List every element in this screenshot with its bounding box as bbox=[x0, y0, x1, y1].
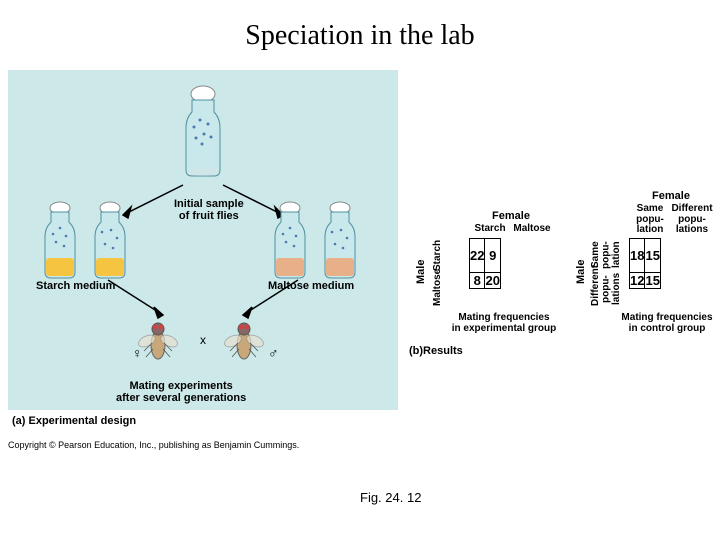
page-title: Speciation in the lab bbox=[0, 20, 720, 52]
t1-male-label: Male bbox=[415, 238, 427, 306]
t2-cell-00: 18 bbox=[630, 239, 645, 273]
t2-row-2: Differentpopu-lations bbox=[591, 272, 623, 306]
panel-experimental-design: Initial sampleof fruit flies Starch medi… bbox=[8, 70, 398, 430]
female-symbol: ♀ bbox=[132, 345, 143, 361]
t1-row-2: Maltose bbox=[433, 272, 444, 306]
cross-symbol: x bbox=[200, 333, 206, 347]
t2-cell-01: 15 bbox=[645, 239, 660, 273]
label-maltose-medium: Maltose medium bbox=[268, 280, 354, 292]
t1-caption: Mating frequenciesin experimental group bbox=[449, 312, 559, 334]
t2-grid: 1815 1215 bbox=[629, 238, 661, 289]
t2-cell-11: 15 bbox=[645, 273, 660, 289]
bottle-maltose-2 bbox=[318, 198, 362, 287]
label-mating-experiments: Mating experimentsafter several generati… bbox=[116, 380, 246, 404]
bottle-maltose-1 bbox=[268, 198, 312, 287]
bottle-initial bbox=[178, 82, 228, 187]
t1-cell-01: 9 bbox=[485, 239, 500, 273]
t2-female-label: Female bbox=[629, 190, 713, 202]
t1-cell-11: 20 bbox=[485, 273, 500, 289]
bottle-starch-2 bbox=[88, 198, 132, 287]
panel-results: Female Starch Maltose Male Starch Maltos… bbox=[405, 210, 715, 430]
caption-panel-b: (b)Results bbox=[409, 345, 463, 357]
t2-caption: Mating frequenciesin control group bbox=[615, 312, 719, 334]
label-starch-medium: Starch medium bbox=[36, 280, 115, 292]
t1-female-label: Female bbox=[469, 210, 553, 222]
t2-col-1: Samepopu-lation bbox=[629, 204, 671, 236]
t1-cell-10: 8 bbox=[470, 273, 485, 289]
copyright-text: Copyright © Pearson Education, Inc., pub… bbox=[8, 440, 299, 450]
figure-number: Fig. 24. 12 bbox=[360, 490, 421, 505]
t2-male-label: Male bbox=[575, 238, 587, 306]
caption-panel-a: (a) Experimental design bbox=[12, 415, 136, 427]
male-symbol: ♂ bbox=[268, 345, 279, 361]
t1-cell-00: 22 bbox=[470, 239, 485, 273]
bottle-starch-1 bbox=[38, 198, 82, 287]
mating-flies: ♀ x ♂ bbox=[118, 300, 288, 380]
t1-col-1: Starch bbox=[469, 224, 511, 235]
t1-row-1: Starch bbox=[433, 238, 444, 272]
t2-cell-10: 12 bbox=[630, 273, 645, 289]
t1-grid: 229 820 bbox=[469, 238, 501, 289]
label-initial-sample: Initial sampleof fruit flies bbox=[174, 198, 244, 222]
t1-col-2: Maltose bbox=[511, 224, 553, 235]
t2-col-2: Differentpopu-lations bbox=[671, 204, 713, 236]
